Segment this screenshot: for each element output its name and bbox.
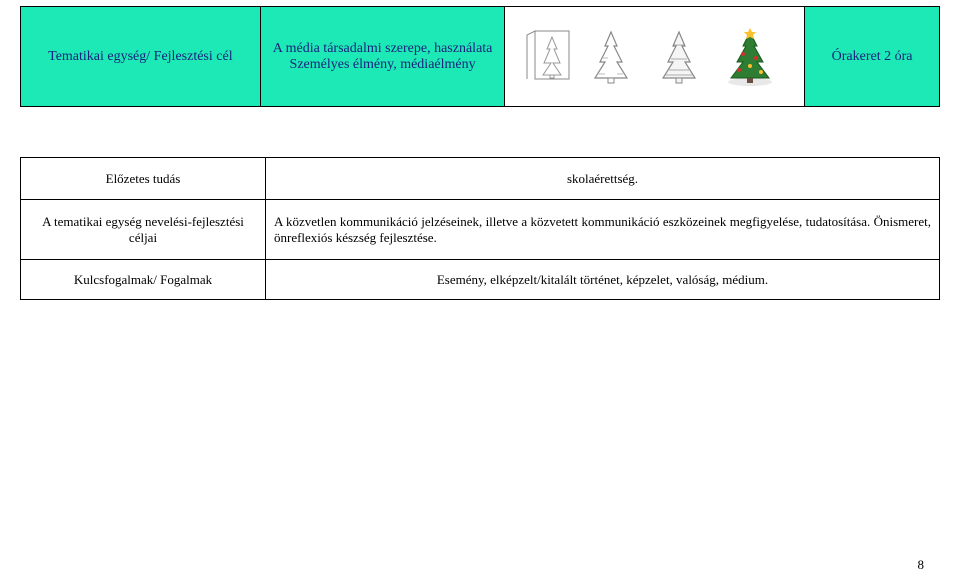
concepts-value: Esemény, elképzelt/kitalált történet, ké… — [437, 272, 768, 287]
prior-knowledge-label: Előzetes tudás — [106, 171, 181, 186]
concepts-value-cell: Esemény, elképzelt/kitalált történet, ké… — [266, 260, 940, 300]
tree-color-icon — [721, 26, 779, 88]
media-role-line1: A média társadalmi szerepe, használata — [261, 41, 505, 57]
goals-label-line2: céljai — [29, 230, 257, 246]
goals-value: A közvetlen kommunikáció jelzéseinek, il… — [274, 214, 931, 245]
card-icon — [525, 29, 571, 85]
concepts-label: Kulcsfogalmak/ Fogalmak — [74, 272, 212, 287]
details-table: Előzetes tudás skolaérettség. A tematika… — [20, 157, 940, 300]
prior-knowledge-value-cell: skolaérettség. — [266, 158, 940, 200]
hours-label: Órakeret 2 óra — [832, 49, 913, 64]
concepts-label-cell: Kulcsfogalmak/ Fogalmak — [21, 260, 266, 300]
goals-label-cell: A tematikai egység nevelési-fejlesztési … — [21, 200, 266, 260]
thematic-unit-cell: Tematikai egység/ Fejlesztési cél — [21, 7, 261, 107]
thematic-unit-label: Tematikai egység/ Fejlesztési cél — [48, 49, 232, 64]
tree-outline-icon-1 — [585, 28, 637, 86]
media-role-line2: Személyes élmény, médiaélmény — [261, 57, 505, 73]
prior-knowledge-value: skolaérettség. — [567, 171, 638, 186]
prior-knowledge-label-cell: Előzetes tudás — [21, 158, 266, 200]
tree-images-cell — [505, 7, 805, 107]
page-number: 8 — [918, 557, 925, 573]
goals-value-cell: A közvetlen kommunikáció jelzéseinek, il… — [266, 200, 940, 260]
media-role-cell: A média társadalmi szerepe, használata S… — [260, 7, 505, 107]
tree-outline-icon-2 — [653, 28, 705, 86]
hours-cell: Órakeret 2 óra — [805, 7, 940, 107]
top-header-table: Tematikai egység/ Fejlesztési cél A médi… — [20, 6, 940, 107]
goals-label-line1: A tematikai egység nevelési-fejlesztési — [29, 214, 257, 230]
